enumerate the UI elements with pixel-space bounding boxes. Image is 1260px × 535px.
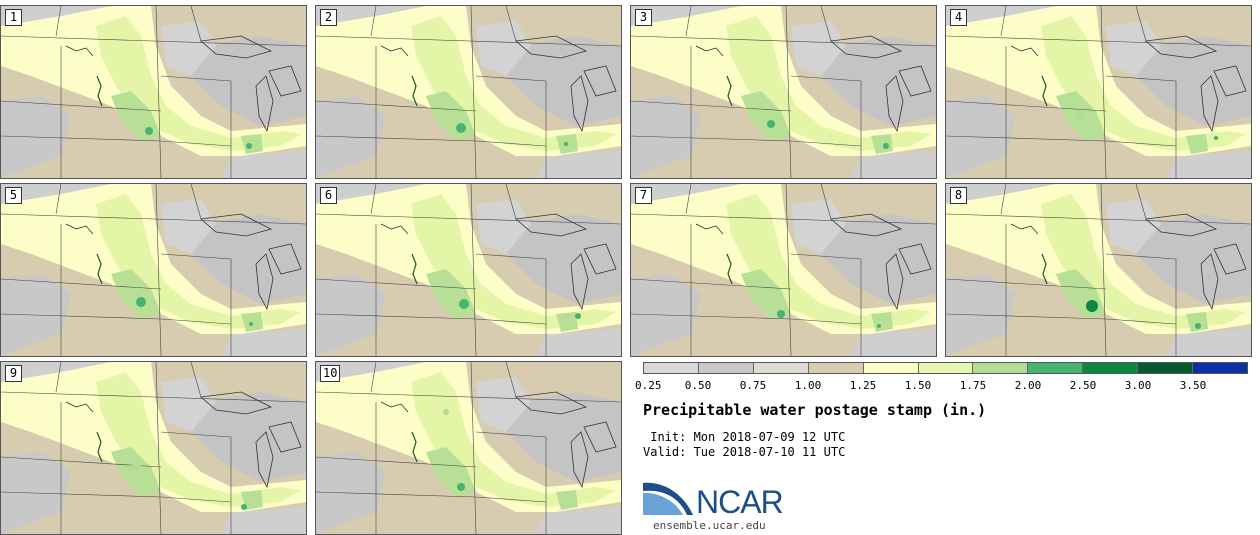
legend-tick-label: 1.75 bbox=[959, 379, 987, 392]
stamp-2: 2 bbox=[315, 5, 622, 179]
stamp-map bbox=[316, 184, 621, 356]
init-time: Init: Mon 2018-07-09 12 UTC bbox=[643, 430, 846, 444]
stamp-number: 6 bbox=[320, 187, 337, 204]
stamp-number: 1 bbox=[5, 9, 22, 26]
legend-tick-label: 3.00 bbox=[1124, 379, 1152, 392]
legend-tick-label: 1.00 bbox=[794, 379, 822, 392]
stamp-1: 1 bbox=[0, 5, 307, 179]
legend-swatch bbox=[808, 363, 864, 373]
legend-tick-label: 0.50 bbox=[684, 379, 712, 392]
page-title: Precipitable water postage stamp (in.) bbox=[643, 401, 987, 419]
stamp-map bbox=[946, 184, 1251, 356]
legend-swatch bbox=[973, 363, 1029, 373]
stamp-map bbox=[631, 6, 936, 178]
stamp-number: 8 bbox=[950, 187, 967, 204]
legend-swatch bbox=[1083, 363, 1139, 373]
stamp-8: 8 bbox=[945, 183, 1252, 357]
legend-swatch bbox=[918, 363, 974, 373]
legend-tick-label: 0.75 bbox=[739, 379, 767, 392]
legend-swatch bbox=[644, 363, 699, 373]
legend-swatch bbox=[698, 363, 754, 373]
site-url: ensemble.ucar.edu bbox=[653, 519, 766, 532]
stamp-map bbox=[1, 362, 306, 534]
stamp-number: 2 bbox=[320, 9, 337, 26]
legend-swatch bbox=[1028, 363, 1084, 373]
stamp-number: 10 bbox=[320, 365, 341, 382]
legend-tick-label: 3.50 bbox=[1179, 379, 1207, 392]
legend-swatch bbox=[1138, 363, 1194, 373]
ncar-logo-icon bbox=[643, 482, 693, 515]
stamp-number: 3 bbox=[635, 9, 652, 26]
stamp-map bbox=[1, 6, 306, 178]
legend-swatch bbox=[1193, 363, 1247, 373]
stamp-map bbox=[631, 184, 936, 356]
legend-tick-label: 2.50 bbox=[1069, 379, 1097, 392]
stamp-7: 7 bbox=[630, 183, 937, 357]
stamp-10: 10 bbox=[315, 361, 622, 535]
logo-name: NCAR bbox=[696, 484, 784, 520]
color-legend bbox=[643, 362, 1248, 374]
stamp-map bbox=[316, 6, 621, 178]
stamp-number: 4 bbox=[950, 9, 967, 26]
stamp-9: 9 bbox=[0, 361, 307, 535]
legend-tick-label: 2.00 bbox=[1014, 379, 1042, 392]
valid-time: Valid: Tue 2018-07-10 11 UTC bbox=[643, 445, 846, 459]
stamp-number: 7 bbox=[635, 187, 652, 204]
stamp-6: 6 bbox=[315, 183, 622, 357]
stamp-map bbox=[946, 6, 1251, 178]
stamp-5: 5 bbox=[0, 183, 307, 357]
stamp-map bbox=[1, 184, 306, 356]
legend-tick-label: 1.50 bbox=[904, 379, 932, 392]
stamp-number: 9 bbox=[5, 365, 22, 382]
stamp-3: 3 bbox=[630, 5, 937, 179]
legend-swatch bbox=[753, 363, 809, 373]
stamp-number: 5 bbox=[5, 187, 22, 204]
legend-swatch bbox=[863, 363, 919, 373]
legend-tick-label: 1.25 bbox=[849, 379, 877, 392]
stamp-map bbox=[316, 362, 621, 534]
stamp-4: 4 bbox=[945, 5, 1252, 179]
legend-tick-label: 0.25 bbox=[635, 379, 662, 392]
